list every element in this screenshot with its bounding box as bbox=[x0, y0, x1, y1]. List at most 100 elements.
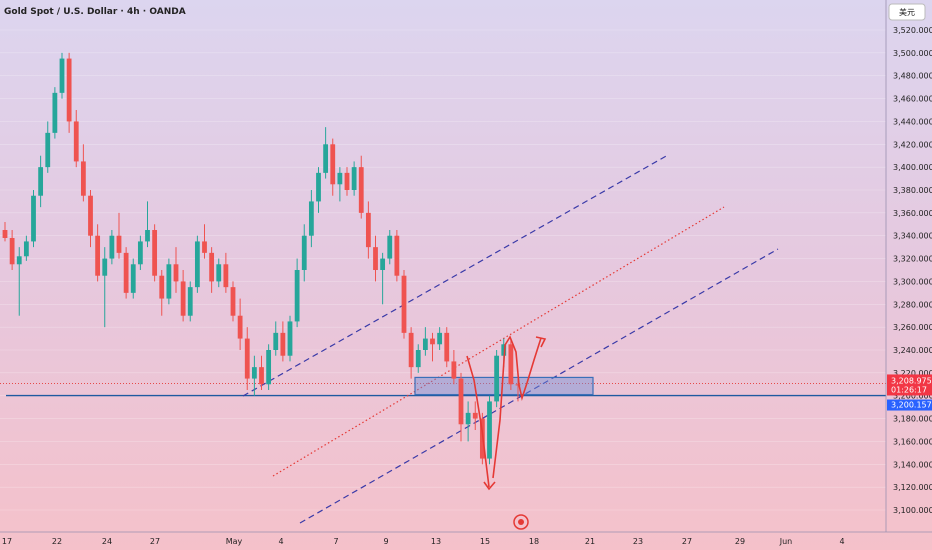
candle-body bbox=[472, 412, 478, 419]
y-tick-label: 3,500.000 bbox=[893, 49, 932, 58]
y-tick-label: 3,120.000 bbox=[893, 483, 932, 492]
current-price-badge bbox=[887, 374, 932, 396]
candle-body bbox=[387, 235, 393, 259]
candle-body bbox=[237, 315, 243, 339]
candle-body bbox=[380, 258, 386, 270]
candle-body bbox=[287, 321, 293, 356]
candle-body bbox=[323, 144, 329, 173]
candle-body bbox=[244, 338, 250, 379]
candle-body bbox=[145, 230, 150, 242]
x-tick-label: 22 bbox=[52, 537, 62, 546]
candle-body bbox=[266, 350, 272, 385]
candle-body bbox=[351, 167, 357, 190]
price-axis[interactable]: 3,100.000 3,120.000 3,140.000 3,160.000 3,18… bbox=[893, 26, 932, 515]
overlay-layer bbox=[466, 335, 547, 491]
support-price-badge bbox=[887, 399, 932, 411]
x-tick-label: 15 bbox=[480, 537, 490, 546]
y-tick-label: 3,460.000 bbox=[893, 95, 932, 104]
support-zone-box bbox=[414, 376, 594, 396]
x-tick-label: 13 bbox=[431, 537, 441, 546]
candle-body bbox=[487, 401, 492, 459]
candle-body bbox=[137, 241, 143, 265]
candle-body bbox=[123, 252, 129, 293]
y-tick-label: 3,140.000 bbox=[893, 460, 932, 469]
candle-body bbox=[194, 241, 200, 288]
candle-body bbox=[458, 378, 464, 425]
y-tick-label: 3,280.000 bbox=[893, 300, 932, 309]
x-tick-label: 27 bbox=[682, 537, 692, 546]
y-tick-label: 3,320.000 bbox=[893, 255, 932, 264]
candle-body bbox=[16, 256, 22, 265]
up-arrow-head bbox=[535, 336, 547, 348]
candle-body bbox=[9, 238, 15, 265]
candle-body bbox=[45, 132, 51, 168]
channel-lower-line bbox=[299, 248, 779, 524]
candle-body bbox=[31, 195, 36, 242]
candle-body bbox=[166, 264, 172, 299]
candle-body bbox=[430, 338, 435, 345]
y-tick-label: 3,440.000 bbox=[893, 117, 932, 126]
y-tick-label: 3,380.000 bbox=[893, 186, 932, 195]
candle-body bbox=[501, 344, 507, 356]
candle-body bbox=[308, 201, 314, 236]
drawing-layer bbox=[0, 154, 886, 524]
candle-body bbox=[209, 252, 215, 282]
y-tick-label: 3,400.000 bbox=[893, 163, 932, 172]
candle-body bbox=[216, 264, 222, 282]
y-tick-label: 3,200.000 bbox=[893, 392, 932, 401]
candle-body bbox=[337, 172, 343, 185]
candle-body bbox=[52, 92, 58, 133]
x-tick-label: 17 bbox=[2, 537, 12, 546]
x-tick-label: 29 bbox=[735, 537, 745, 546]
candle-body bbox=[95, 235, 101, 276]
candle-body bbox=[159, 275, 165, 299]
down-arrow-head bbox=[483, 481, 496, 491]
candle-body bbox=[365, 212, 371, 248]
candle-body bbox=[187, 287, 193, 316]
candle-body bbox=[373, 247, 378, 270]
x-tick-label: May bbox=[226, 537, 243, 546]
candle-body bbox=[109, 235, 115, 259]
candle-body bbox=[330, 144, 336, 185]
countdown-label: 01:26:17 bbox=[891, 385, 927, 394]
tradingview-logo-icon bbox=[513, 514, 529, 530]
candle-body bbox=[444, 332, 450, 362]
candle-body bbox=[280, 332, 286, 356]
y-tick-label: 3,180.000 bbox=[893, 415, 932, 424]
candle-body bbox=[66, 58, 72, 122]
candle-body bbox=[73, 121, 79, 162]
candle-body bbox=[273, 332, 279, 350]
y-tick-label: 3,240.000 bbox=[893, 346, 932, 355]
y-tick-label: 3,480.000 bbox=[893, 72, 932, 81]
candle-body bbox=[451, 361, 457, 379]
candle-body bbox=[394, 235, 400, 276]
candle-body bbox=[173, 264, 179, 282]
time-axis[interactable]: 17 22 24 27 May 4 7 9 13 15 18 21 23 27 29 Jun 4 bbox=[2, 537, 845, 546]
candle-layer bbox=[2, 52, 521, 465]
x-tick-label: 27 bbox=[150, 537, 160, 546]
currency-button[interactable] bbox=[888, 3, 926, 21]
current-price-label: 3,208.975 bbox=[891, 376, 932, 385]
x-tick-label: 4 bbox=[278, 537, 283, 546]
candle-body bbox=[408, 332, 414, 368]
x-tick-label: 18 bbox=[529, 537, 539, 546]
candle-body bbox=[23, 241, 29, 257]
candle-body bbox=[230, 287, 236, 316]
candle-body bbox=[116, 235, 122, 253]
currency-label: 美元 bbox=[899, 7, 915, 17]
candle-body bbox=[358, 167, 364, 213]
channel-upper-line bbox=[242, 154, 669, 397]
y-tick-label: 3,160.000 bbox=[893, 437, 932, 446]
x-tick-label: Jun bbox=[779, 537, 793, 546]
y-tick-label: 3,360.000 bbox=[893, 209, 932, 218]
candle-body bbox=[316, 172, 321, 202]
candle-body bbox=[259, 367, 264, 385]
candle-body bbox=[130, 264, 136, 293]
y-tick-label: 3,420.000 bbox=[893, 140, 932, 149]
candle-body bbox=[102, 258, 108, 276]
chart-title: Gold Spot / U.S. Dollar · 4h · OANDA bbox=[4, 7, 186, 17]
candle-body bbox=[38, 167, 44, 196]
down-arrow-path bbox=[466, 355, 490, 488]
